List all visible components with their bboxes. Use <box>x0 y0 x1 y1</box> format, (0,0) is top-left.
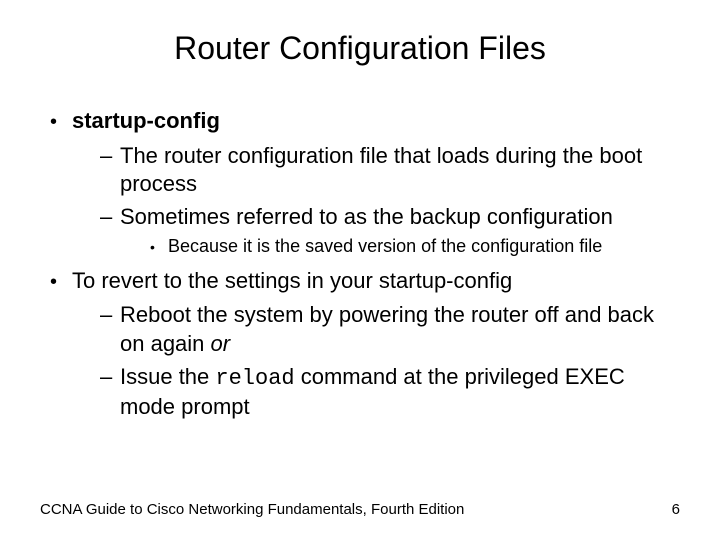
bullet-list-level3: Because it is the saved version of the c… <box>120 235 680 258</box>
slide-title: Router Configuration Files <box>40 30 680 67</box>
footer-left: CCNA Guide to Cisco Networking Fundament… <box>40 501 464 518</box>
bullet-boot-process: The router configuration file that loads… <box>100 142 680 199</box>
bullet-list-level2: Reboot the system by powering the router… <box>50 301 680 421</box>
slide: Router Configuration Files startup-confi… <box>0 0 720 540</box>
page-number: 6 <box>672 501 680 518</box>
bullet-text: Because it is the saved version of the c… <box>168 236 602 256</box>
bullet-text: Sometimes referred to as the backup conf… <box>120 204 613 229</box>
bullet-list-level2: The router configuration file that loads… <box>50 142 680 259</box>
footer: CCNA Guide to Cisco Networking Fundament… <box>40 501 680 518</box>
bullet-revert: To revert to the settings in your startu… <box>50 267 680 422</box>
bullet-list-level1: startup-config The router configuration … <box>40 107 680 422</box>
bullet-startup-config: startup-config The router configuration … <box>50 107 680 259</box>
bullet-text-or: or <box>211 331 231 356</box>
bullet-backup-config: Sometimes referred to as the backup conf… <box>100 203 680 259</box>
bullet-text: The router configuration file that loads… <box>120 143 642 197</box>
bullet-text-reload: reload <box>215 366 294 391</box>
bullet-text: startup-config <box>72 108 220 133</box>
bullet-text: Issue the <box>120 364 215 389</box>
slide-body: startup-config The router configuration … <box>40 107 680 422</box>
bullet-text: To revert to the settings in your startu… <box>72 268 512 293</box>
bullet-reboot: Reboot the system by powering the router… <box>100 301 680 358</box>
bullet-reload: Issue the reload command at the privileg… <box>100 363 680 422</box>
bullet-saved-version: Because it is the saved version of the c… <box>150 235 680 258</box>
bullet-text: Reboot the system by powering the router… <box>120 302 654 356</box>
